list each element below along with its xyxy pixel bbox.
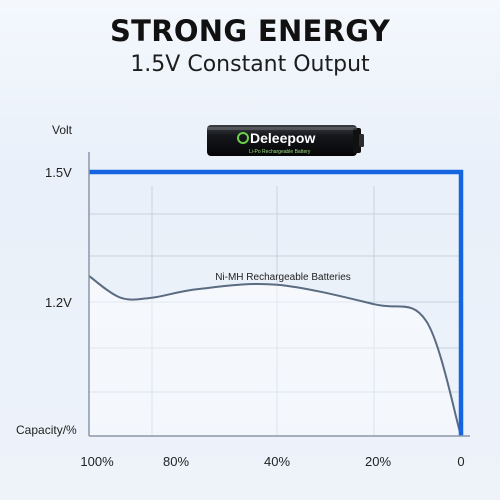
brand-logo-icon	[237, 132, 249, 144]
battery-caption: Li-Po Rechargeable Battery	[249, 149, 311, 155]
x-tick-20: 20%	[365, 454, 391, 469]
x-tick-80: 80%	[163, 454, 189, 469]
battery-brand: Deleepow	[250, 130, 315, 146]
x-tick-100: 100%	[80, 454, 114, 469]
x-tick-40: 40%	[264, 454, 290, 469]
y-tick-1-2v: 1.2V	[45, 295, 72, 310]
y-axis-label: Volt	[52, 123, 73, 137]
page-title: STRONG ENERGY	[109, 14, 391, 48]
y-tick-1-5v: 1.5V	[45, 165, 72, 180]
page-subtitle: 1.5V Constant Output	[130, 52, 370, 77]
constant-1-5v-line	[89, 169, 464, 436]
battery-image: Deleepow Li-Po Rechargeable Battery	[207, 125, 364, 156]
x-tick-0: 0	[457, 454, 464, 469]
nimh-series-label: Ni-MH Rechargeable Batteries	[215, 272, 351, 283]
nimh-curve-area	[89, 276, 461, 436]
x-axis-label: Capacity/%	[16, 423, 77, 437]
nimh-curve-line	[88, 275, 462, 437]
